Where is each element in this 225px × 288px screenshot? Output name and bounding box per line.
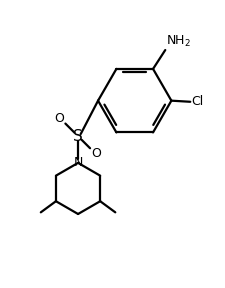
Text: N: N <box>73 156 83 169</box>
Text: O: O <box>55 112 65 125</box>
Text: O: O <box>91 147 101 160</box>
Text: S: S <box>73 129 83 144</box>
Text: NH$_2$: NH$_2$ <box>166 34 191 49</box>
Text: Cl: Cl <box>191 95 203 108</box>
